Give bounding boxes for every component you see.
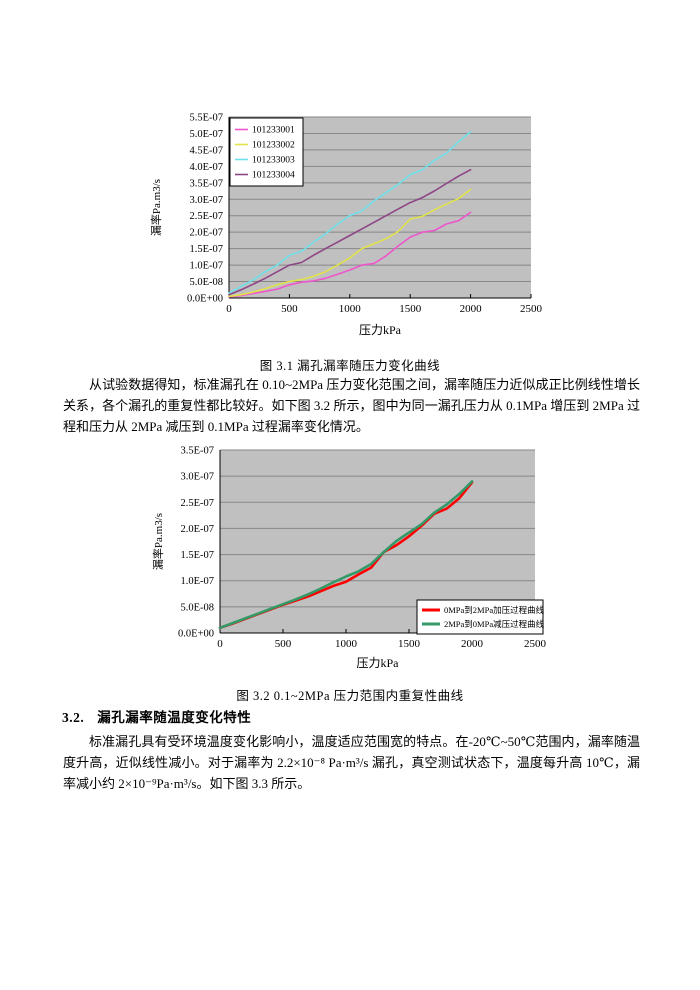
y-tick-label: 1.0E-07 xyxy=(189,261,223,272)
series-line-101233001 xyxy=(228,211,472,298)
x-tick-label: 2500 xyxy=(520,303,543,315)
x-axis-title: 压力kPa xyxy=(356,656,399,670)
paragraph-temperature-characteristics: 标准漏孔具有受环境温度变化影响小，温度适应范围宽的特点。在-20℃~50℃范围内… xyxy=(63,734,640,791)
y-tick-label: 3.0E-07 xyxy=(189,195,223,206)
legend-label: 0MPa到2MPa加压过程曲线 xyxy=(444,605,545,615)
y-tick-label: 3.0E-07 xyxy=(180,472,214,483)
legend-label: 101233004 xyxy=(252,171,295,181)
y-tick-label: 1.0E-07 xyxy=(180,576,214,587)
x-tick-label: 2000 xyxy=(461,638,484,650)
legend-label: 2MPa到0MPa减压过程曲线 xyxy=(444,619,545,629)
x-tick-label: 500 xyxy=(275,638,292,650)
series-line-101233003 xyxy=(228,130,472,294)
y-tick-label: 4.0E-07 xyxy=(189,162,223,173)
y-tick-label: 2.0E-07 xyxy=(180,524,214,535)
series-line-101233004 xyxy=(228,168,472,296)
y-tick-label: 0.0E+00 xyxy=(178,629,214,640)
section-number: 3.2. xyxy=(62,710,85,725)
series-line-101233002 xyxy=(228,188,472,298)
y-tick-label: 1.5E-07 xyxy=(180,550,214,561)
section-title: 漏孔漏率随温度变化特性 xyxy=(97,710,252,725)
figure-3-1-line-chart: 0.0E+00 5.0E-08 1.0E-07 1.5E-07 2.0E-07 2.5E-… xyxy=(149,113,543,338)
y-tick-label: 1.5E-07 xyxy=(189,244,223,255)
y-tick-label: 0.0E+00 xyxy=(187,294,223,305)
y-tick-label: 2.5E-07 xyxy=(189,211,223,222)
x-tick-label: 2000 xyxy=(460,303,483,315)
y-axis-title: 漏率Pa.m3/s xyxy=(149,179,163,236)
x-tick-label: 0 xyxy=(226,303,232,315)
x-tick-label: 1000 xyxy=(335,638,358,650)
legend-label: 101233003 xyxy=(252,156,295,166)
y-tick-label: 2.0E-07 xyxy=(189,228,223,239)
legend-box xyxy=(416,599,544,635)
y-tick-label: 5.5E-07 xyxy=(189,113,223,124)
y-tick-label: 5.0E-08 xyxy=(180,602,214,613)
x-tick-label: 0 xyxy=(217,638,223,650)
series-line-2MPa到0MPa减压过程曲线 xyxy=(218,480,474,630)
y-tick-label: 4.5E-07 xyxy=(189,145,223,156)
y-tick-label: 2.5E-07 xyxy=(180,498,214,509)
y-tick-label: 5.0E-07 xyxy=(189,129,223,140)
x-tick-label: 2500 xyxy=(524,638,547,650)
legend-label: 101233001 xyxy=(252,126,295,136)
x-tick-label: 500 xyxy=(281,303,298,315)
figure-3-1-caption: 图 3.1 漏孔漏率随压力变化曲线 xyxy=(259,359,441,373)
x-axis-title: 压力kPa xyxy=(359,323,402,337)
y-axis-title: 漏率Pa.m3/s xyxy=(151,513,165,570)
section-heading-3-2: 3.2. 漏孔漏率随温度变化特性 xyxy=(62,706,251,726)
y-tick-label: 5.0E-08 xyxy=(189,277,223,288)
x-tick-label: 1500 xyxy=(399,303,422,315)
x-tick-label: 1000 xyxy=(339,303,362,315)
legend-label: 101233002 xyxy=(252,141,295,151)
figure-3-2-line-chart: 0.0E+00 5.0E-08 1.0E-07 1.5E-07 2.0E-07 2.5E-… xyxy=(151,446,547,671)
x-tick-label: 1500 xyxy=(398,638,421,650)
y-tick-label: 3.5E-07 xyxy=(180,446,214,457)
figure-3-2-caption: 图 3.2 0.1~2MPa 压力范围内重复性曲线 xyxy=(236,689,464,703)
y-tick-label: 3.5E-07 xyxy=(189,178,223,189)
paragraph-pressure-repeatability: 从试验数据得知，标准漏孔在 0.10~2MPa 压力变化范围之间，漏率随压力近似… xyxy=(63,377,640,434)
